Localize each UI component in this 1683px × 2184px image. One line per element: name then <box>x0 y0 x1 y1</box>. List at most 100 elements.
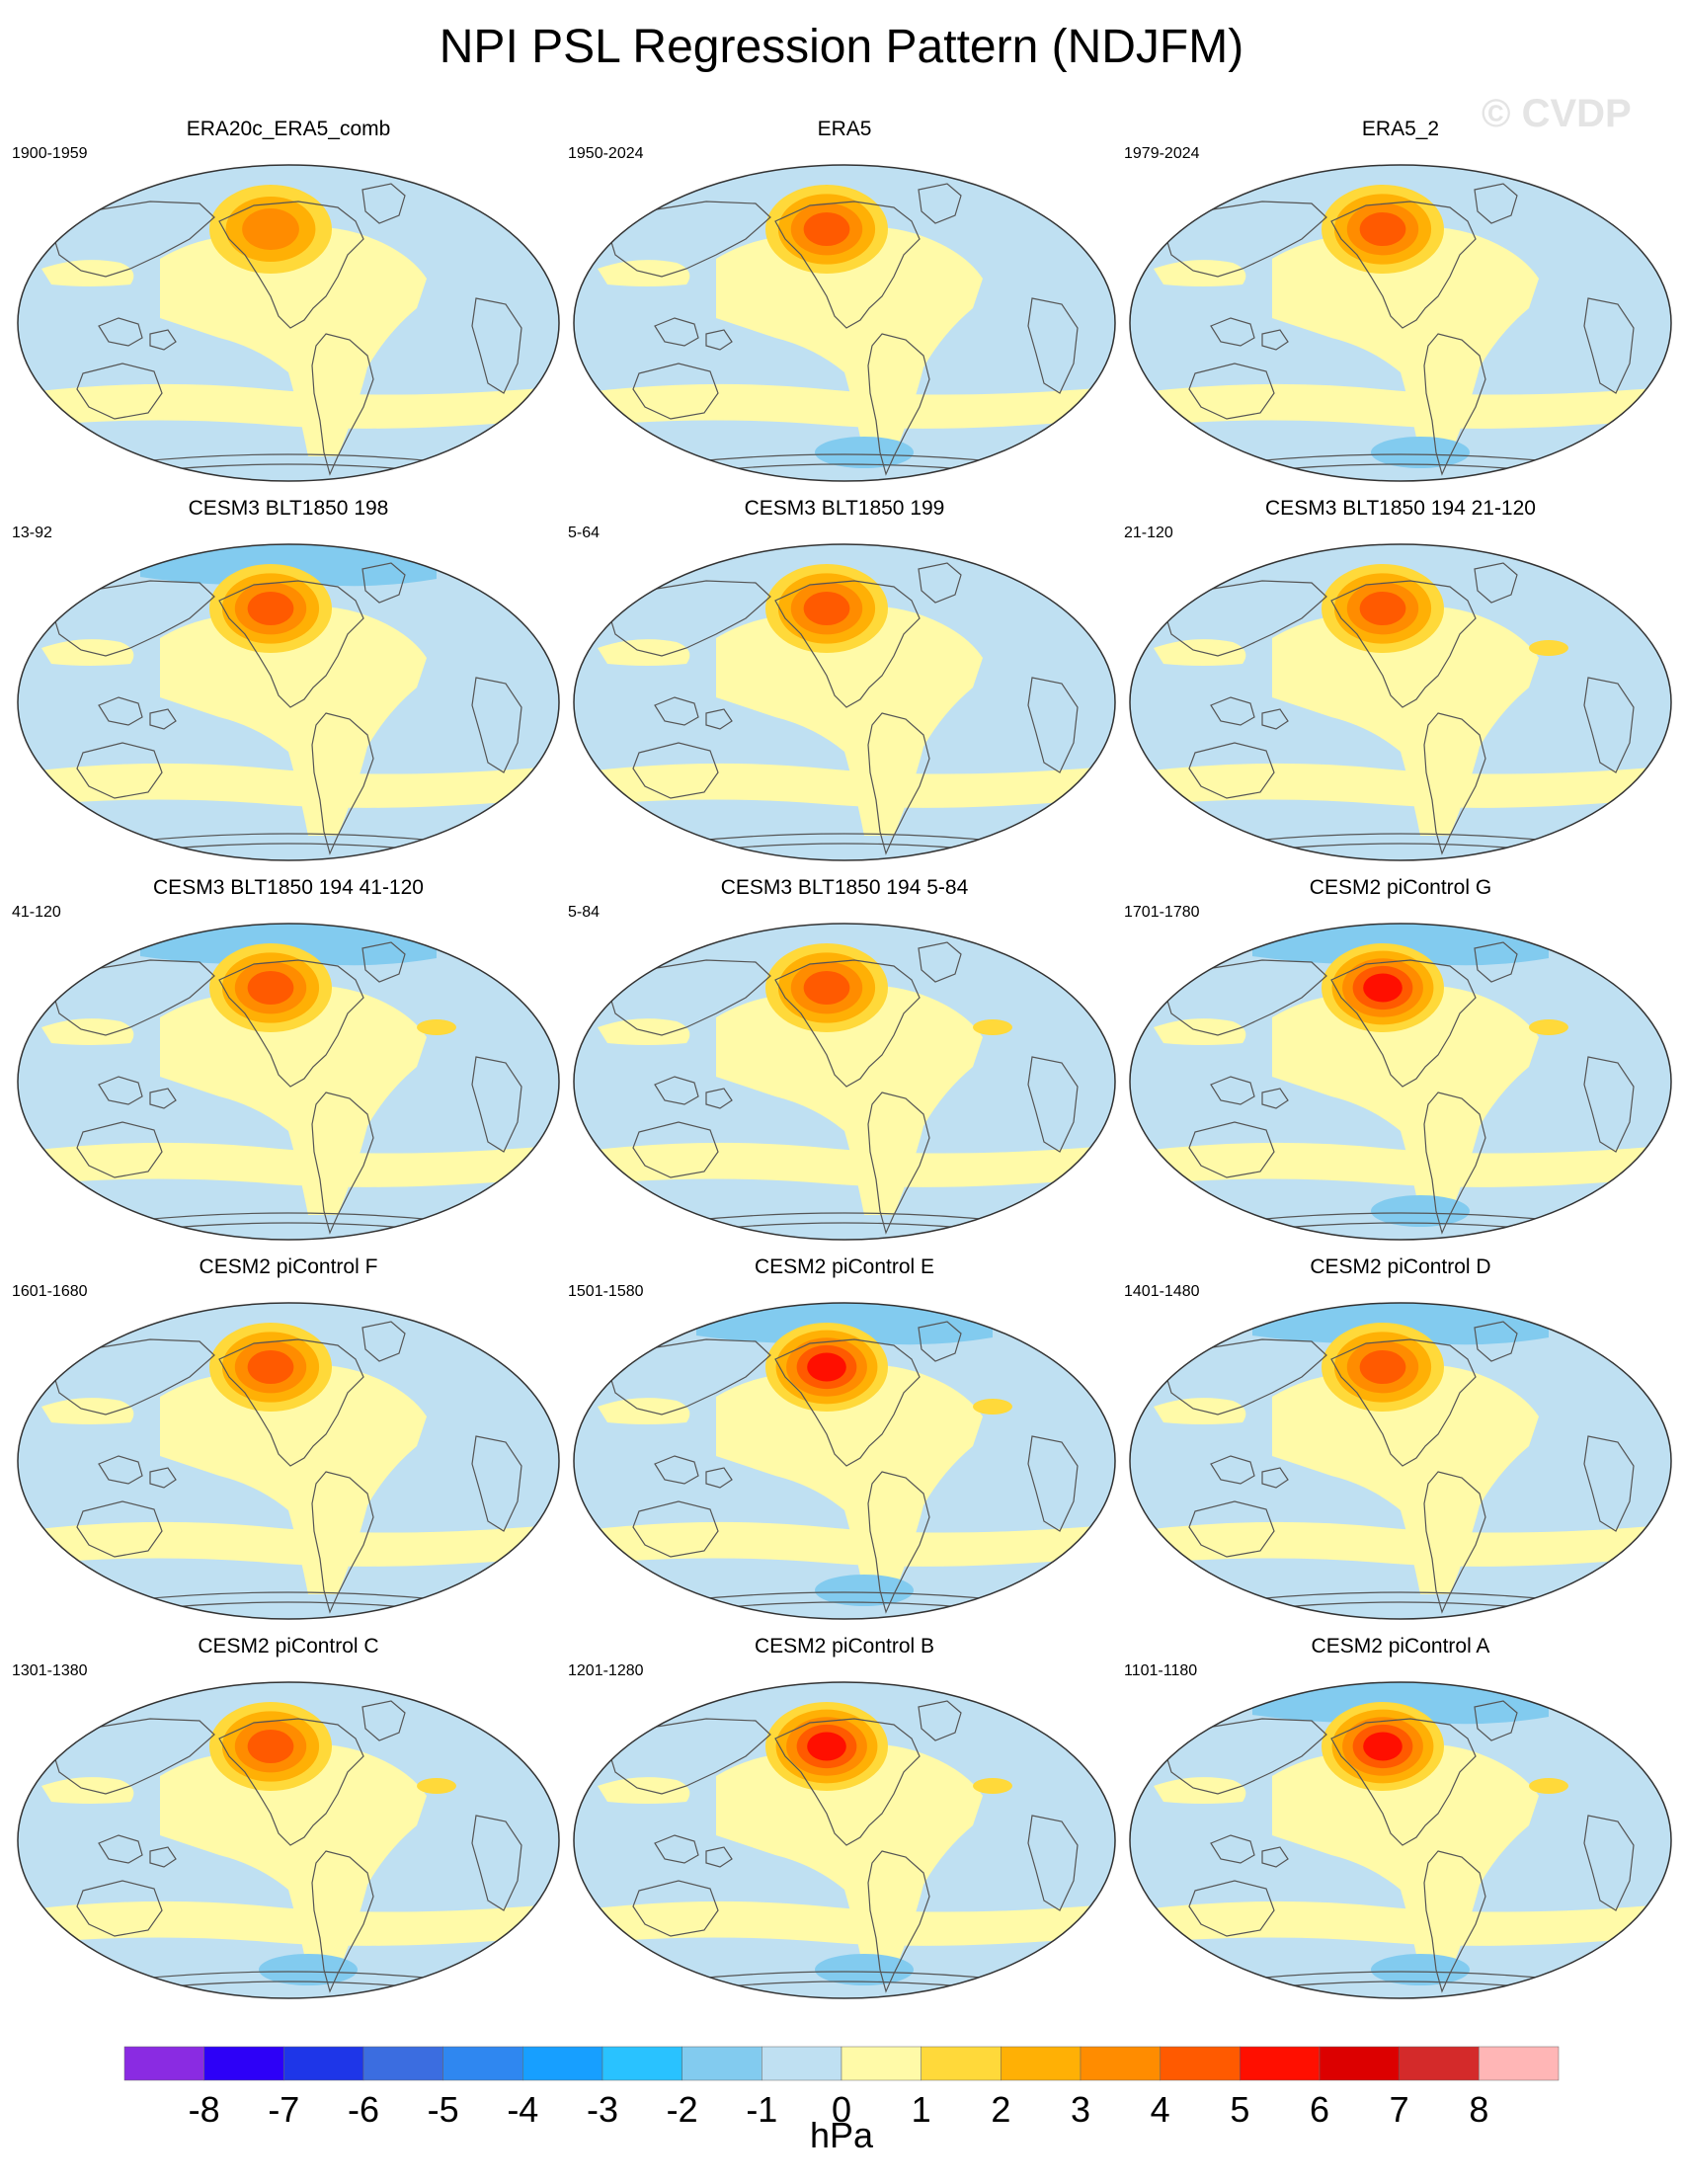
southern-negative-blob <box>1371 437 1470 468</box>
coastline <box>1162 580 1327 657</box>
coastline <box>218 1718 364 1846</box>
atlantic-positive-blob <box>417 1778 456 1794</box>
map-border <box>573 1302 1116 1620</box>
positive-anomaly-region <box>716 606 983 836</box>
panel-period: 41-120 <box>12 904 61 921</box>
panel-period: 5-64 <box>568 525 601 541</box>
coastline <box>1330 201 1477 329</box>
panel-title: CESM3 BLT1850 199 <box>744 497 945 520</box>
npi-positive-contour <box>1359 592 1406 625</box>
panel-title: CESM3 BLT1850 194 21-120 <box>1265 497 1536 520</box>
panel-title: CESM2 piControl D <box>1310 1255 1491 1278</box>
colorbar-swatch <box>681 2046 762 2081</box>
coastline <box>1330 580 1477 708</box>
npi-positive-contour <box>803 971 850 1005</box>
npi-positive-contour <box>247 1350 294 1384</box>
positive-anomaly-band <box>22 1901 553 1946</box>
coastline <box>218 1338 364 1467</box>
panel-title: CESM2 piControl E <box>754 1255 935 1278</box>
regression-map <box>1129 543 1672 861</box>
coastline <box>1210 1455 1255 1485</box>
positive-anomaly-band <box>22 763 553 808</box>
regression-map <box>17 1302 560 1620</box>
coastline <box>774 1338 921 1467</box>
panel-title: CESM3 BLT1850 194 41-120 <box>153 876 424 899</box>
coastline <box>149 1846 177 1868</box>
map-panel: CESM3 BLT1850 194 41-120 41-120 <box>12 875 565 1260</box>
map-panel: CESM2 piControl F 1601-1680 <box>12 1254 565 1640</box>
panel-period: 1701-1780 <box>1124 904 1200 921</box>
map-border <box>17 164 560 482</box>
map-panel: CESM2 piControl C 1301-1380 <box>12 1634 565 2019</box>
positive-anomaly-band <box>1134 1521 1665 1567</box>
positive-anomaly-band <box>578 1521 1109 1567</box>
coastline <box>1162 959 1327 1036</box>
coastline <box>632 1121 719 1178</box>
coastline <box>1210 1834 1255 1864</box>
panel-title: ERA20c_ERA5_comb <box>186 118 391 140</box>
coastline <box>1261 329 1289 351</box>
coastline <box>918 1321 962 1362</box>
coastline <box>654 1076 699 1105</box>
panel-title: ERA5_2 <box>1361 118 1440 140</box>
coastline <box>632 1880 719 1937</box>
coastline <box>50 1718 215 1795</box>
positive-anomaly-region <box>1154 1777 1246 1804</box>
regression-map <box>573 1681 1116 1999</box>
coastline <box>654 696 699 726</box>
positive-anomaly-band <box>1134 1901 1665 1946</box>
southern-negative-blob <box>815 1954 914 1985</box>
coastline <box>632 363 719 420</box>
atlantic-positive-blob <box>1529 1019 1568 1035</box>
atlantic-positive-blob <box>973 1399 1012 1415</box>
colorbar-swatch <box>921 2046 1002 2081</box>
npi-positive-contour <box>1359 1350 1406 1384</box>
coastline <box>1027 1435 1079 1532</box>
coastline <box>50 959 215 1036</box>
positive-anomaly-band <box>22 1142 553 1187</box>
panel-period: 1101-1180 <box>1124 1662 1198 1679</box>
map-panel: CESM2 piControl E 1501-1580 <box>568 1254 1121 1640</box>
map-border <box>573 164 1116 482</box>
panel-title: CESM3 BLT1850 194 5-84 <box>720 876 969 899</box>
coastline <box>1027 1815 1079 1911</box>
positive-anomaly-region <box>1272 606 1539 836</box>
panel-period: 1301-1380 <box>12 1662 88 1679</box>
arctic-negative-region <box>1252 1303 1549 1345</box>
panel-period: 21-120 <box>1124 525 1173 541</box>
colorbar-swatch <box>203 2046 284 2081</box>
map-panel: ERA5 1950-2024 <box>568 117 1121 502</box>
panel-title: CESM2 piControl B <box>754 1635 935 1658</box>
coastline <box>1162 201 1327 278</box>
southern-negative-blob <box>815 1575 914 1606</box>
coastline <box>361 1700 406 1741</box>
positive-anomaly-region <box>1154 639 1246 666</box>
arctic-negative-region <box>1252 1682 1549 1725</box>
coastline <box>918 941 962 983</box>
coastline <box>149 1088 177 1109</box>
coastline <box>218 201 364 329</box>
atlantic-positive-blob <box>417 1019 456 1035</box>
coastline <box>361 562 406 604</box>
map-border <box>573 923 1116 1241</box>
coastline <box>1583 1815 1635 1911</box>
positive-anomaly-region <box>160 226 427 456</box>
arctic-negative-region <box>696 1303 993 1345</box>
coastline <box>705 1088 733 1109</box>
positive-anomaly-region <box>716 1743 983 1974</box>
coastline <box>149 708 177 730</box>
coastline <box>471 1056 522 1153</box>
coastline <box>918 1700 962 1741</box>
map-border <box>1129 164 1672 482</box>
npi-positive-contour <box>1363 1732 1402 1761</box>
regression-map <box>17 923 560 1241</box>
positive-anomaly-region <box>716 1364 983 1594</box>
coastline <box>1474 1321 1518 1362</box>
colorbar-units-label: hPa <box>809 2115 874 2155</box>
panel-period: 1201-1280 <box>568 1662 644 1679</box>
positive-anomaly-band <box>1134 1142 1665 1187</box>
coastline <box>218 580 364 708</box>
coastline <box>50 201 215 278</box>
coastline <box>1261 1088 1289 1109</box>
coastline <box>705 1846 733 1868</box>
